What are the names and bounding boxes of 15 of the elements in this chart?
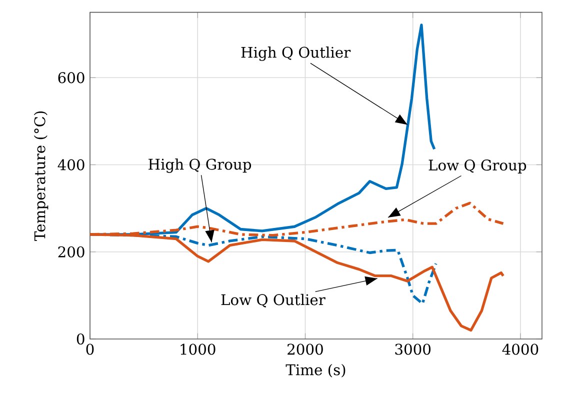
y-tick-label: 0 [76,333,84,345]
x-tick-label: 2000 [288,344,323,355]
y-tick-label: 600 [58,72,84,84]
x-tick-label: 1000 [180,344,216,355]
x-tick-label: 4000 [502,344,538,355]
annotation: High Q Outlier [241,46,351,61]
y-axis-title: Temperature (°C) [34,111,48,241]
x-tick-label: 0 [86,344,94,355]
y-tick-label: 400 [58,159,84,170]
x-tick-label: 3000 [395,344,431,355]
annotation: High Q Group [148,158,252,173]
annotation: Low Q Group [428,160,526,174]
y-tick-label: 200 [58,246,84,258]
x-axis-title: Time (s) [286,364,346,378]
annotation: Low Q Outlier [221,294,326,308]
